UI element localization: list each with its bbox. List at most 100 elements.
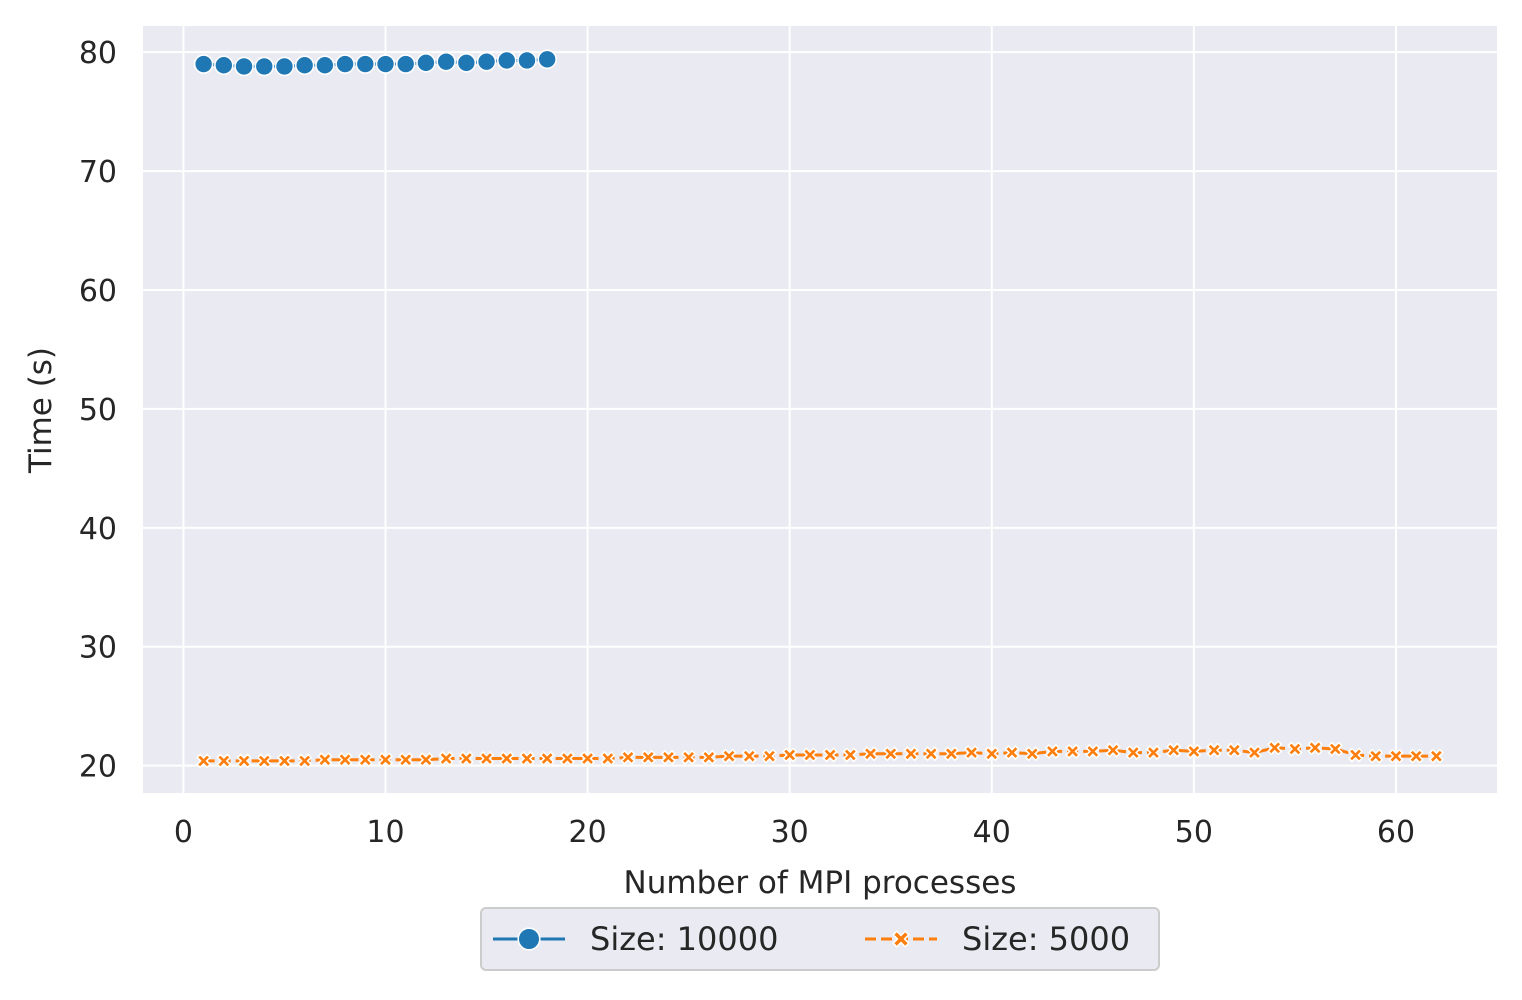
y-tick-label: 30 — [79, 631, 117, 666]
data-point — [499, 750, 515, 767]
data-point — [375, 54, 396, 74]
data-point — [660, 749, 677, 765]
data-point — [1145, 744, 1162, 761]
data-point — [456, 53, 477, 73]
data-point — [294, 55, 315, 76]
data-point — [517, 50, 537, 71]
data-point — [1226, 742, 1242, 758]
data-point — [761, 748, 778, 764]
data-point — [923, 746, 939, 762]
data-point — [297, 753, 313, 769]
y-tick-label: 60 — [79, 274, 117, 309]
x-tick-label: 10 — [366, 815, 404, 850]
data-point — [398, 752, 414, 768]
data-point — [1368, 748, 1384, 764]
data-point — [1246, 744, 1263, 761]
data-point — [377, 752, 394, 768]
data-point — [640, 749, 656, 765]
data-point — [842, 747, 858, 763]
data-point — [1206, 742, 1222, 758]
tick-labels: 0 10 20 30 40 50 60 20 30 40 50 60 70 80 — [79, 36, 1415, 850]
series-1 — [193, 49, 557, 77]
data-point — [1327, 741, 1343, 757]
y-tick-label: 50 — [79, 393, 117, 428]
data-point — [438, 750, 454, 767]
data-point — [579, 750, 596, 767]
legend-marker — [517, 927, 541, 951]
data-point — [943, 746, 959, 762]
data-point — [1166, 742, 1182, 758]
data-point — [478, 750, 495, 767]
y-tick-label: 70 — [79, 155, 117, 190]
data-point — [539, 750, 555, 767]
data-point — [741, 748, 757, 764]
data-point — [193, 54, 214, 74]
data-point — [1125, 744, 1141, 761]
data-point — [1388, 748, 1404, 764]
data-point — [254, 56, 275, 77]
x-tick-label: 20 — [569, 815, 607, 850]
x-tick-label: 50 — [1175, 815, 1213, 850]
data-point — [883, 746, 899, 762]
data-point — [355, 54, 376, 74]
data-point — [315, 55, 335, 76]
data-point — [782, 747, 798, 763]
data-point — [418, 752, 434, 768]
legend-label: Size: 10000 — [590, 920, 778, 958]
data-point — [681, 749, 697, 765]
data-point — [1085, 743, 1101, 760]
data-point — [276, 753, 293, 769]
data-point — [600, 750, 616, 767]
data-point — [1064, 743, 1081, 760]
data-point — [537, 49, 557, 70]
y-tick-label: 40 — [79, 512, 117, 547]
data-point — [620, 749, 636, 765]
legend-marker — [892, 930, 910, 948]
data-point — [458, 750, 474, 767]
data-point — [256, 753, 272, 769]
data-point — [216, 753, 232, 769]
data-point — [195, 753, 212, 769]
data-point — [496, 50, 517, 71]
legend-label: Size: 5000 — [962, 920, 1130, 958]
data-point — [236, 753, 252, 769]
x-tick-label: 40 — [973, 815, 1011, 850]
data-point — [903, 746, 919, 762]
legend-box — [480, 907, 1160, 971]
data-point — [701, 749, 717, 765]
x-tick-label: 60 — [1377, 815, 1415, 850]
data-point — [357, 752, 373, 768]
data-point — [1347, 747, 1364, 763]
data-point — [984, 746, 1000, 762]
data-point — [721, 748, 737, 764]
data-point — [476, 51, 497, 72]
data-point — [1044, 743, 1061, 760]
data-point — [416, 53, 436, 73]
legend: Size: 10000 Size: 5000 — [480, 907, 1160, 971]
data-point — [1307, 740, 1323, 756]
data-point — [862, 746, 879, 762]
series-layer — [193, 49, 1445, 769]
data-point — [519, 750, 535, 767]
data-point — [1186, 743, 1202, 760]
data-point — [395, 54, 416, 74]
y-tick-label: 80 — [79, 36, 117, 71]
data-point — [1105, 742, 1121, 758]
x-axis-label: Number of MPI processes — [624, 865, 1017, 901]
data-point — [335, 54, 355, 74]
data-point — [1267, 740, 1283, 756]
y-tick-label: 20 — [79, 750, 117, 785]
data-point — [214, 55, 234, 76]
data-point — [559, 750, 576, 767]
data-point — [1004, 744, 1020, 761]
data-point — [1408, 748, 1424, 764]
data-point — [1428, 748, 1445, 764]
data-point — [963, 744, 980, 761]
data-point — [436, 51, 456, 72]
data-point — [1287, 741, 1303, 757]
x-tick-label: 0 — [174, 815, 193, 850]
data-point — [802, 747, 818, 763]
data-point — [274, 56, 295, 77]
